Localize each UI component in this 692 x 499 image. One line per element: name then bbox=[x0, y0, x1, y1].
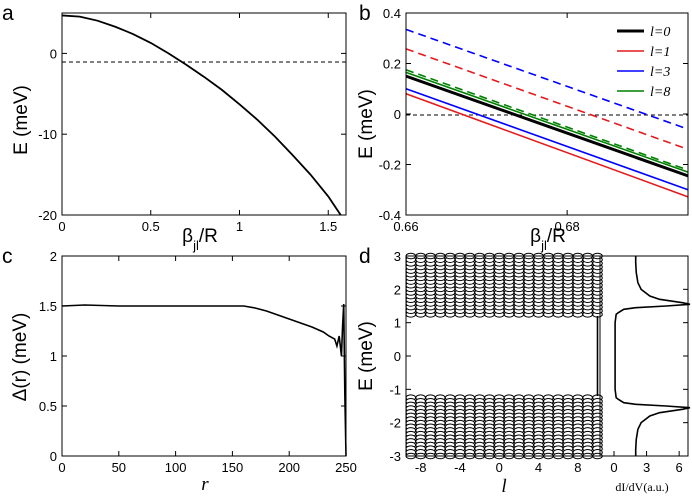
panel-d-inset-xtick-label: 0 bbox=[610, 460, 617, 475]
panel-b-series-l3-solid bbox=[405, 87, 689, 191]
panel-d-xtick-label: 8 bbox=[574, 460, 581, 475]
panel-c: c Δ(r) (meV) r 0 50 100 150 200 250 0 0.5 1 1.5 2 bbox=[2, 245, 357, 495]
panel-a-xtick-label: 1.5 bbox=[319, 219, 337, 234]
panel-label-a: a bbox=[2, 2, 14, 25]
panel-c-xtick-label: 150 bbox=[222, 460, 244, 475]
panel-b-ytick-label: -0.2 bbox=[379, 158, 401, 173]
panel-d-xlabel: l bbox=[501, 476, 506, 497]
panel-b-series-l0-solid bbox=[405, 74, 689, 178]
panel-b-series bbox=[405, 28, 689, 198]
panel-b-ytick-label: -0.4 bbox=[379, 208, 401, 223]
panel-b-series-l8-solid bbox=[405, 71, 689, 173]
panel-b-series-l8-dashed bbox=[405, 69, 689, 171]
panel-c-ytick-label: 2 bbox=[50, 249, 57, 264]
panel-b-xtick-label: 0.68 bbox=[554, 219, 579, 234]
panel-c-ytick-label: 1.5 bbox=[39, 299, 57, 314]
panel-a-xtick-label: 0 bbox=[58, 219, 65, 234]
panel-a-ytick-label: 0 bbox=[50, 46, 57, 61]
panel-a-ytick-label: -10 bbox=[38, 127, 57, 142]
legend-label-l0: l=0 bbox=[650, 25, 670, 40]
panel-d-ytick-label: 1 bbox=[394, 316, 401, 331]
panel-d-ytick-label: -3 bbox=[389, 449, 401, 464]
panel-d: d E (meV) l dI/dV(a.u.) -8 -4 0 4 8 -3 -2 -1 0 1 2… bbox=[356, 245, 691, 497]
panel-c-xtick-label: 100 bbox=[165, 460, 187, 475]
panel-label-c: c bbox=[2, 245, 13, 268]
panel-b-series-l1-solid bbox=[405, 93, 689, 198]
panel-a: a E (meV) βjl/R 0 0.5 1 1.5 -20 -10 0 bbox=[2, 2, 347, 253]
panel-b-ticks: 0.66 0.68 -0.4 -0.2 0 0.2 0.4 bbox=[379, 6, 688, 234]
panel-c-frame bbox=[61, 255, 347, 457]
panel-c-curve bbox=[61, 303, 347, 457]
panel-d-levels bbox=[405, 252, 603, 460]
panel-c-ylabel: Δ(r) (meV) bbox=[10, 313, 31, 402]
panel-label-b: b bbox=[359, 2, 371, 25]
panel-a-ytick-label: -20 bbox=[38, 208, 57, 223]
panel-a-xtick-label: 1 bbox=[236, 219, 243, 234]
panel-a-ticks: 0 0.5 1 1.5 -20 -10 0 bbox=[38, 13, 346, 234]
panel-d-ytick-label: 3 bbox=[394, 249, 401, 264]
panel-b-ytick-label: 0.4 bbox=[383, 6, 401, 21]
legend-label-l1: l=1 bbox=[650, 45, 670, 60]
panel-d-xtick-label: 4 bbox=[535, 460, 542, 475]
panel-d-inset-xtick-label: 6 bbox=[676, 460, 683, 475]
legend-label-l8: l=8 bbox=[650, 85, 670, 100]
panel-d-inset-xlabel: dI/dV(a.u.) bbox=[615, 480, 668, 494]
panel-d-inset-xtick-label: 3 bbox=[643, 460, 650, 475]
panel-a-curve bbox=[61, 14, 342, 216]
panel-d-ytick-label: -1 bbox=[389, 382, 401, 397]
panel-b: b E (meV) βjl/R 0.66 0.68-0.4-0.200.20.4 … bbox=[356, 2, 689, 253]
panel-d-frame bbox=[405, 255, 689, 457]
panel-c-xtick-label: 250 bbox=[335, 460, 357, 475]
panel-label-d: d bbox=[359, 245, 371, 268]
panel-b-series-l1-dashed bbox=[405, 48, 689, 151]
panel-b-xtick-label: 0.66 bbox=[393, 219, 418, 234]
panel-d-xtick-label: -8 bbox=[415, 460, 427, 475]
panel-b-series-l3-dashed bbox=[405, 28, 689, 130]
legend-label-l3: l=3 bbox=[650, 65, 670, 80]
panel-d-ytick-label: 0 bbox=[394, 349, 401, 364]
panel-b-ylabel: E (meV) bbox=[356, 89, 377, 159]
panel-c-ticks: 0 50 100 150 200 250 0 0.5 1 1.5 2 bbox=[39, 249, 357, 475]
panel-d-xtick-label: 0 bbox=[496, 460, 503, 475]
panel-c-xlabel: r bbox=[201, 474, 209, 495]
panel-b-frame bbox=[405, 12, 689, 216]
panel-c-ytick-label: 1 bbox=[50, 349, 57, 364]
panel-c-xtick-label: 200 bbox=[278, 460, 300, 475]
panel-d-ldos-curve bbox=[614, 256, 691, 456]
panel-b-ytick-label: 0.2 bbox=[383, 57, 401, 72]
panel-a-xlabel: βjl/R bbox=[182, 226, 218, 253]
panel-d-ytick-label: -2 bbox=[389, 416, 401, 431]
panel-c-xtick-label: 0 bbox=[58, 460, 65, 475]
panel-d-xtick-label: -4 bbox=[454, 460, 466, 475]
panel-d-ytick-label: 2 bbox=[394, 282, 401, 297]
panel-a-xtick-label: 0.5 bbox=[142, 219, 160, 234]
panel-b-ytick-label: 0 bbox=[394, 107, 401, 122]
panel-b-legend: l=0 l=1 l=3 l=8 bbox=[617, 25, 670, 100]
panel-c-xtick-label: 50 bbox=[112, 460, 126, 475]
panel-d-ylabel: E (meV) bbox=[356, 321, 377, 391]
panel-c-ytick-label: 0.5 bbox=[39, 399, 57, 414]
panel-c-ytick-label: 0 bbox=[50, 449, 57, 464]
panel-a-frame bbox=[61, 12, 347, 216]
panel-a-ylabel: E (meV) bbox=[11, 85, 32, 155]
